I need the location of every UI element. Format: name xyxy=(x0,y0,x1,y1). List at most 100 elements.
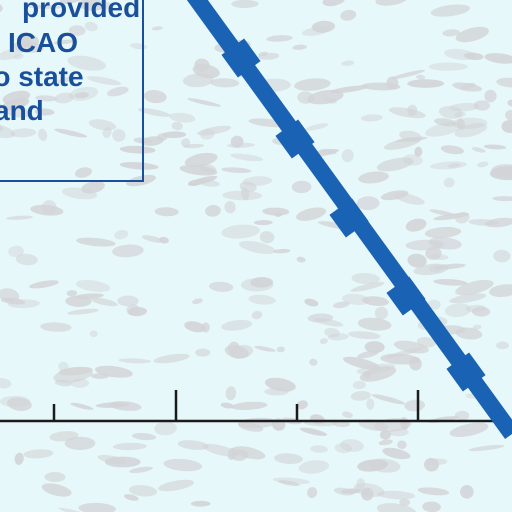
terrain-speckle xyxy=(404,399,426,412)
terrain-speckle xyxy=(342,411,353,419)
terrain-speckle xyxy=(405,218,427,232)
terrain-speckle xyxy=(360,114,383,122)
terrain-speckle xyxy=(296,256,306,263)
terrain-speckle xyxy=(341,148,354,163)
terrain-speckle xyxy=(356,478,366,491)
terrain-speckle xyxy=(455,279,494,296)
legend-text-line-3: to state xyxy=(0,61,84,92)
terrain-speckle xyxy=(376,503,417,512)
terrain-speckle xyxy=(438,105,463,119)
terrain-speckle xyxy=(496,77,512,88)
terrain-speckle xyxy=(340,439,364,452)
terrain-speckle xyxy=(34,108,55,116)
terrain-speckle xyxy=(451,117,488,129)
terrain-speckle xyxy=(397,440,407,449)
terrain-speckle xyxy=(209,281,234,292)
terrain-speckle xyxy=(374,306,388,320)
terrain-speckle xyxy=(417,487,450,496)
terrain-speckle xyxy=(89,330,98,338)
terrain-speckle xyxy=(86,76,122,86)
terrain-speckle xyxy=(340,9,357,21)
terrain-speckle xyxy=(274,453,303,464)
terrain-speckle xyxy=(117,295,139,307)
terrain-speckle xyxy=(251,310,263,320)
terrain-speckle xyxy=(341,293,370,306)
terrain-speckle xyxy=(357,317,392,331)
terrain-speckle xyxy=(414,146,423,157)
terrain-speckle xyxy=(455,26,489,43)
terrain-speckle xyxy=(310,445,328,453)
terrain-speckle xyxy=(416,74,426,80)
terrain-speckle xyxy=(296,400,308,410)
legend-text-line-1: provided xyxy=(22,0,141,23)
terrain-speckle xyxy=(376,157,414,172)
terrain-speckle xyxy=(196,125,232,136)
terrain-speckle xyxy=(154,421,177,436)
terrain-speckle xyxy=(358,171,389,184)
terrain-speckle xyxy=(230,153,264,162)
terrain-speckle xyxy=(14,452,24,465)
terrain-speckle xyxy=(444,303,472,318)
legend-text-line-4: and xyxy=(0,95,44,126)
terrain-speckle xyxy=(129,466,153,474)
terrain-speckle xyxy=(7,299,40,309)
terrain-speckle xyxy=(306,0,316,1)
terrain-speckle xyxy=(327,333,349,341)
terrain-speckle xyxy=(119,162,159,170)
terrain-speckle xyxy=(67,308,99,315)
terrain-speckle xyxy=(423,457,439,472)
terrain-speckle xyxy=(163,458,203,472)
terrain-speckle xyxy=(342,356,381,370)
terrain-speckle xyxy=(222,190,263,201)
terrain-speckle xyxy=(54,92,75,104)
legend-text-line-2: ICAO xyxy=(8,27,78,58)
terrain-speckle xyxy=(58,507,92,512)
terrain-speckle xyxy=(427,416,459,423)
boundary-line xyxy=(186,0,512,439)
terrain-speckle xyxy=(64,436,96,450)
terrain-speckle xyxy=(377,490,416,500)
terrain-speckle xyxy=(54,39,75,45)
terrain-speckle xyxy=(184,321,206,333)
terrain-speckle xyxy=(424,226,462,239)
terrain-speckle xyxy=(407,253,427,268)
terrain-speckle xyxy=(248,294,276,305)
terrain-speckle xyxy=(68,86,99,101)
terrain-speckle xyxy=(454,410,470,421)
terrain-speckle xyxy=(273,212,283,217)
terrain-speckle xyxy=(449,422,489,437)
terrain-speckle xyxy=(291,180,312,194)
terrain-speckle xyxy=(440,145,465,155)
terrain-speckle xyxy=(187,98,221,107)
terrain-speckle xyxy=(239,181,257,193)
terrain-speckle xyxy=(231,0,259,8)
terrain-speckle xyxy=(428,62,468,71)
terrain-speckle xyxy=(407,104,418,116)
terrain-speckle xyxy=(351,273,380,285)
terrain-speckle xyxy=(322,0,345,7)
terrain-speckle xyxy=(428,237,462,250)
terrain-speckle xyxy=(430,4,471,17)
terrain-speckle xyxy=(484,53,512,64)
terrain-speckle xyxy=(242,176,273,186)
terrain-speckle xyxy=(259,231,275,244)
terrain-speckle xyxy=(472,147,486,153)
boundary-line-marker xyxy=(221,38,261,78)
terrain-speckle xyxy=(78,502,117,512)
terrain-speckle xyxy=(131,433,157,441)
terrain-speckle xyxy=(443,48,476,61)
terrain-speckle xyxy=(258,51,268,57)
terrain-speckle xyxy=(455,211,470,224)
terrain-speckle xyxy=(356,363,396,375)
terrain-speckle xyxy=(484,217,512,228)
terrain-speckle xyxy=(119,145,156,154)
terrain-speckle xyxy=(501,120,512,133)
terrain-speckle xyxy=(496,341,509,350)
terrain-speckle xyxy=(8,245,24,258)
terrain-speckle xyxy=(112,244,144,258)
terrain-speckle xyxy=(141,235,164,243)
terrain-speckle xyxy=(0,122,16,139)
terrain-speckle xyxy=(388,107,426,119)
